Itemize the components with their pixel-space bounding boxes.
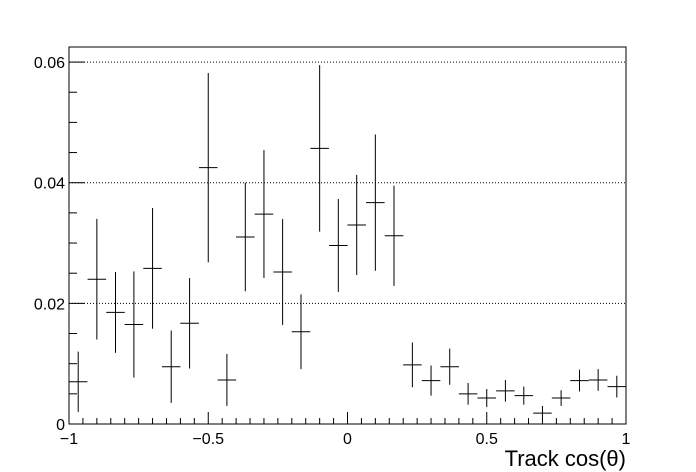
data-point: [124, 271, 144, 378]
data-point: [273, 218, 292, 326]
data-point: [310, 65, 329, 232]
data-point: [570, 369, 589, 392]
data-point: [458, 382, 478, 405]
y-tick-label: 0.04: [34, 176, 65, 193]
data-point: [143, 208, 162, 329]
data-point: [421, 365, 441, 396]
y-tick-label: 0.02: [34, 296, 65, 313]
plot-frame: [68, 46, 627, 425]
data-point: [403, 342, 422, 388]
y-tick-label: 0: [56, 417, 65, 434]
data-point: [198, 72, 218, 263]
data-point: [588, 369, 608, 391]
data-point: [496, 379, 515, 402]
data-point: [291, 294, 311, 370]
x-tick-label: 1: [622, 431, 631, 448]
data-point: [329, 199, 348, 292]
data-point: [384, 185, 404, 286]
data-point: [217, 354, 237, 406]
x-axis-title: Track cos(θ): [505, 446, 626, 471]
y-axis: 0 0.02 0.04 0.06: [34, 55, 85, 434]
data-point: [533, 405, 552, 421]
x-tick-label: 0.5: [476, 431, 498, 448]
data-point: [254, 150, 274, 279]
data-point: [236, 182, 255, 292]
y-tick-label: 0.06: [34, 55, 65, 72]
data-point: [106, 271, 125, 353]
data-point: [161, 330, 181, 403]
x-tick-label: −0.5: [192, 431, 224, 448]
data-point: [514, 386, 534, 405]
data-point: [87, 218, 107, 340]
x-tick-label: 0: [343, 431, 352, 448]
data-points: [68, 65, 627, 421]
data-point: [68, 351, 88, 412]
data-point: [440, 348, 459, 385]
data-point: [551, 390, 571, 406]
data-point: [347, 174, 366, 276]
data-point: [180, 278, 199, 369]
x-axis: −1 −0.5 0 0.5 1: [60, 412, 631, 448]
data-point: [477, 389, 497, 408]
data-point: [366, 134, 385, 271]
x-tick-label: −1: [60, 431, 78, 448]
data-point: [607, 375, 627, 398]
